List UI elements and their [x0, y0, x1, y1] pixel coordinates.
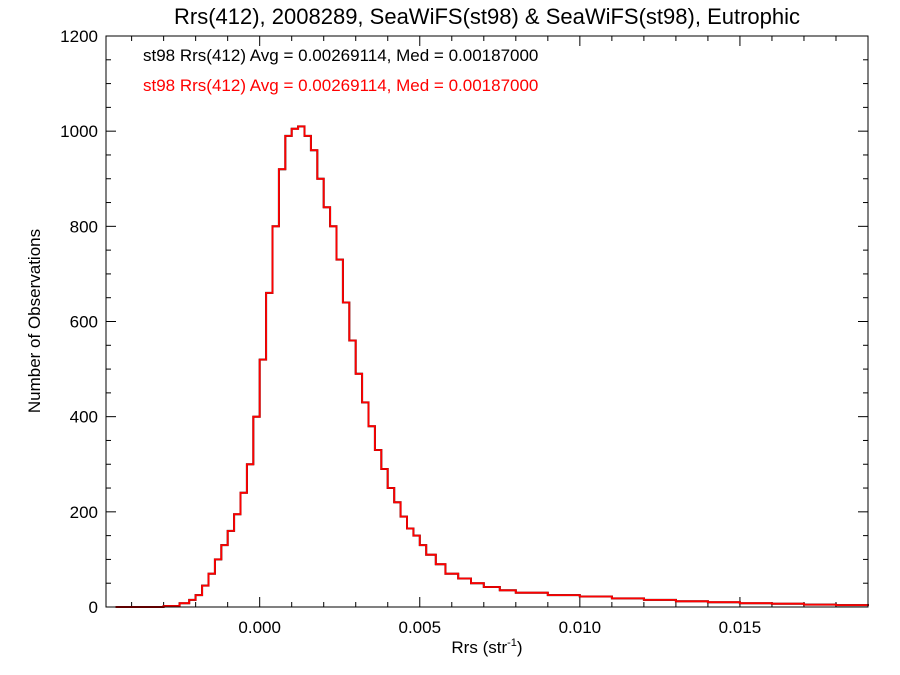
y-tick-label: 200	[70, 503, 98, 522]
x-axis-label-text: Rrs (str	[451, 638, 507, 657]
x-axis-label-superscript: -1	[507, 637, 517, 649]
chart-title: Rrs(412), 2008289, SeaWiFS(st98) & SeaWi…	[174, 4, 800, 29]
y-tick-label: 1000	[60, 122, 98, 141]
y-tick-label: 1200	[60, 27, 98, 46]
x-tick-label: 0.010	[559, 618, 602, 637]
x-tick-label: 0.000	[238, 618, 281, 637]
legend-entry-black: st98 Rrs(412) Avg = 0.00269114, Med = 0.…	[143, 46, 538, 65]
legend: st98 Rrs(412) Avg = 0.00269114, Med = 0.…	[143, 46, 538, 95]
x-axis-ticks: 0.000 0.005 0.010 0.015	[131, 36, 869, 637]
x-tick-label: 0.015	[719, 618, 762, 637]
y-tick-label: 0	[89, 598, 98, 617]
y-axis-label: Number of Observations	[25, 229, 44, 413]
x-tick-label: 0.005	[398, 618, 441, 637]
y-tick-label: 800	[70, 217, 98, 236]
y-axis-ticks: 0 200 400 600 800 1000 1200	[60, 27, 868, 617]
y-tick-label: 400	[70, 408, 98, 427]
plot-area-frame	[105, 35, 869, 608]
x-axis-label: Rrs (str-1)	[451, 637, 522, 657]
legend-entry-red: st98 Rrs(412) Avg = 0.00269114, Med = 0.…	[143, 76, 538, 95]
x-axis-label-close: )	[517, 638, 523, 657]
histogram-series-red	[115, 125, 869, 608]
y-tick-label: 600	[70, 313, 98, 332]
series-layer	[115, 125, 869, 608]
